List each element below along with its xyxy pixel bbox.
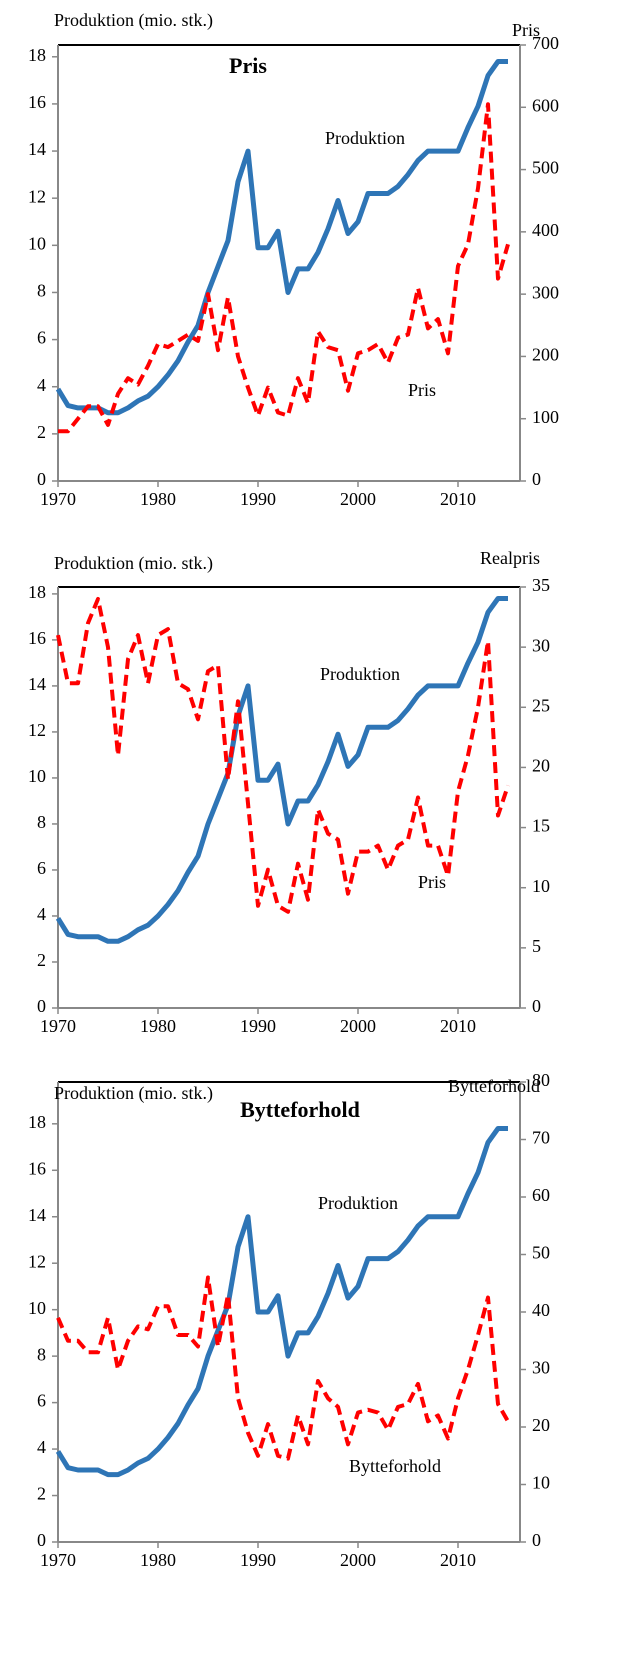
y2-tick-label: 400 (532, 220, 559, 240)
x-tick-label: 1990 (240, 1016, 276, 1036)
y-tick-label: 14 (28, 674, 46, 694)
y-tick-label: 18 (28, 45, 46, 65)
y-axis-label: Produktion (mio. stk.) (54, 553, 213, 574)
x-tick-label: 1990 (240, 1550, 276, 1570)
series-label: Bytteforhold (349, 1456, 441, 1476)
series-line (55, 1126, 508, 1478)
y2-tick-label: 80 (532, 1070, 550, 1090)
y-tick-label: 16 (28, 1158, 46, 1178)
y-tick-label: 6 (37, 328, 46, 348)
y2-tick-label: 10 (532, 1473, 550, 1493)
y2-tick-label: 25 (532, 695, 550, 715)
x-tick-label: 1970 (40, 1016, 76, 1036)
x-tick-label: 1980 (140, 1016, 176, 1036)
series-line (56, 1275, 510, 1461)
series-line (56, 597, 510, 914)
x-tick-label: 1970 (40, 1550, 76, 1570)
y-tick-label: 0 (37, 996, 46, 1016)
y-axis-label: Produktion (mio. stk.) (54, 1083, 213, 1104)
series-label: Produktion (318, 1193, 398, 1213)
series-line (55, 59, 508, 416)
x-tick-label: 2000 (340, 1016, 376, 1036)
y2-tick-label: 0 (532, 1530, 541, 1550)
y2-tick-label: 600 (532, 95, 559, 115)
y-tick-label: 2 (37, 1484, 46, 1504)
x-tick-label: 2010 (440, 489, 476, 509)
x-tick-label: 1980 (140, 1550, 176, 1570)
y-tick-label: 6 (37, 858, 46, 878)
y2-tick-label: 5 (532, 936, 541, 956)
y2-tick-label: 500 (532, 158, 559, 178)
y-tick-label: 6 (37, 1391, 46, 1411)
y2-tick-label: 35 (532, 575, 550, 595)
x-tick-label: 1970 (40, 489, 76, 509)
y2-tick-label: 15 (532, 816, 550, 836)
series-line (58, 102, 510, 434)
y-tick-label: 12 (28, 186, 46, 206)
series-label: Pris (418, 872, 446, 892)
x-tick-label: 2000 (340, 1550, 376, 1570)
y-tick-label: 4 (37, 1437, 46, 1457)
y2-tick-label: 200 (532, 345, 559, 365)
y2-tick-label: 300 (532, 282, 559, 302)
y2-tick-label: 50 (532, 1243, 550, 1263)
y2-tick-label: 0 (532, 996, 541, 1016)
chart-title: Bytteforhold (240, 1097, 360, 1122)
y-tick-label: 18 (28, 1112, 46, 1132)
x-tick-label: 2010 (440, 1016, 476, 1036)
y-tick-label: 16 (28, 92, 46, 112)
x-tick-label: 2010 (440, 1550, 476, 1570)
y2-tick-label: 30 (532, 635, 550, 655)
y-tick-label: 4 (37, 904, 46, 924)
y2-tick-label: 0 (532, 469, 541, 489)
y2-tick-label: 60 (532, 1185, 550, 1205)
y2-tick-label: 70 (532, 1128, 550, 1148)
x-tick-label: 2000 (340, 489, 376, 509)
y2-axis-label: Realpris (480, 548, 540, 568)
y2-tick-label: 100 (532, 407, 559, 427)
y-tick-label: 12 (28, 720, 46, 740)
x-tick-label: 1990 (240, 489, 276, 509)
y-tick-label: 10 (28, 233, 46, 253)
series-line (55, 596, 508, 944)
y2-tick-label: 20 (532, 756, 550, 776)
series-label: Produktion (325, 128, 405, 148)
y2-tick-label: 10 (532, 876, 550, 896)
y-tick-label: 16 (28, 628, 46, 648)
y-tick-label: 12 (28, 1251, 46, 1271)
y-tick-label: 18 (28, 582, 46, 602)
y2-axis-label: Bytteforhold (448, 1076, 540, 1096)
y-tick-label: 14 (28, 1205, 46, 1225)
y-axis-label: Produktion (mio. stk.) (54, 10, 213, 31)
y-tick-label: 14 (28, 139, 46, 159)
y-tick-label: 4 (37, 375, 46, 395)
y-tick-label: 0 (37, 469, 46, 489)
x-tick-label: 1980 (140, 489, 176, 509)
y2-tick-label: 700 (532, 33, 559, 53)
y2-axis-label: Pris (512, 20, 540, 40)
y-tick-label: 2 (37, 422, 46, 442)
y-tick-label: 8 (37, 812, 46, 832)
y-tick-label: 0 (37, 1530, 46, 1550)
series-label: Produktion (320, 664, 400, 684)
y-tick-label: 2 (37, 950, 46, 970)
series-label: Pris (408, 380, 436, 400)
y2-tick-label: 20 (532, 1415, 550, 1435)
y-tick-label: 10 (28, 766, 46, 786)
y-tick-label: 10 (28, 1298, 46, 1318)
y-tick-label: 8 (37, 1344, 46, 1364)
y2-tick-label: 40 (532, 1300, 550, 1320)
y-tick-label: 8 (37, 281, 46, 301)
y2-tick-label: 30 (532, 1358, 550, 1378)
chart-title: Pris (229, 53, 267, 78)
